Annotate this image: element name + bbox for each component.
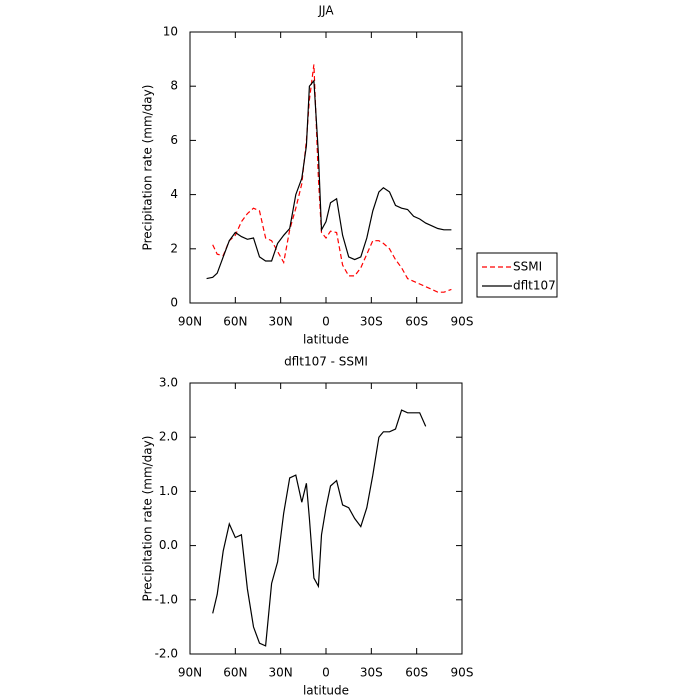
x-tick-label: 90S	[451, 666, 474, 680]
x-axis-label: latitude	[303, 333, 349, 347]
x-tick-label: 90N	[178, 666, 202, 680]
y-tick-label: 4	[170, 187, 178, 201]
chart-title: dflt107 - SSMI	[284, 355, 368, 369]
x-tick-label: 0	[322, 666, 330, 680]
x-tick-label: 30S	[360, 315, 383, 329]
x-tick-label: 30N	[269, 666, 293, 680]
y-tick-label: 2	[170, 241, 178, 255]
chart-title: JJA	[317, 4, 334, 18]
y-axis-label: Precipitation rate (mm/day)	[141, 436, 155, 602]
x-tick-label: 60S	[405, 666, 428, 680]
x-tick-label: 60S	[405, 315, 428, 329]
y-tick-label: 8	[170, 79, 178, 93]
y-tick-label: -1.0	[155, 592, 178, 606]
y-tick-label: -2.0	[155, 647, 178, 661]
data-line	[206, 79, 452, 280]
y-tick-label: 0.0	[159, 538, 178, 552]
x-tick-label: 0	[322, 315, 330, 329]
plot-frame	[189, 31, 463, 304]
data-line	[212, 64, 452, 293]
plot-frame	[189, 382, 463, 655]
x-tick-label: 30N	[269, 315, 293, 329]
legend-label: SSMI	[513, 260, 542, 274]
y-tick-label: 0	[170, 296, 178, 310]
legend-label: dflt107	[513, 279, 556, 293]
x-tick-label: 90N	[178, 315, 202, 329]
x-tick-label: 30S	[360, 666, 383, 680]
y-tick-label: 2.0	[159, 430, 178, 444]
y-tick-label: 6	[170, 133, 178, 147]
y-tick-label: 3.0	[159, 376, 178, 390]
y-tick-label: 1.0	[159, 484, 178, 498]
x-axis-label: latitude	[303, 684, 349, 698]
legend-box	[476, 252, 558, 298]
x-tick-label: 60N	[223, 666, 247, 680]
x-tick-label: 90S	[451, 315, 474, 329]
data-line	[212, 409, 427, 647]
y-axis-label: Precipitation rate (mm/day)	[141, 85, 155, 251]
y-tick-label: 10	[163, 25, 178, 39]
x-tick-label: 60N	[223, 315, 247, 329]
